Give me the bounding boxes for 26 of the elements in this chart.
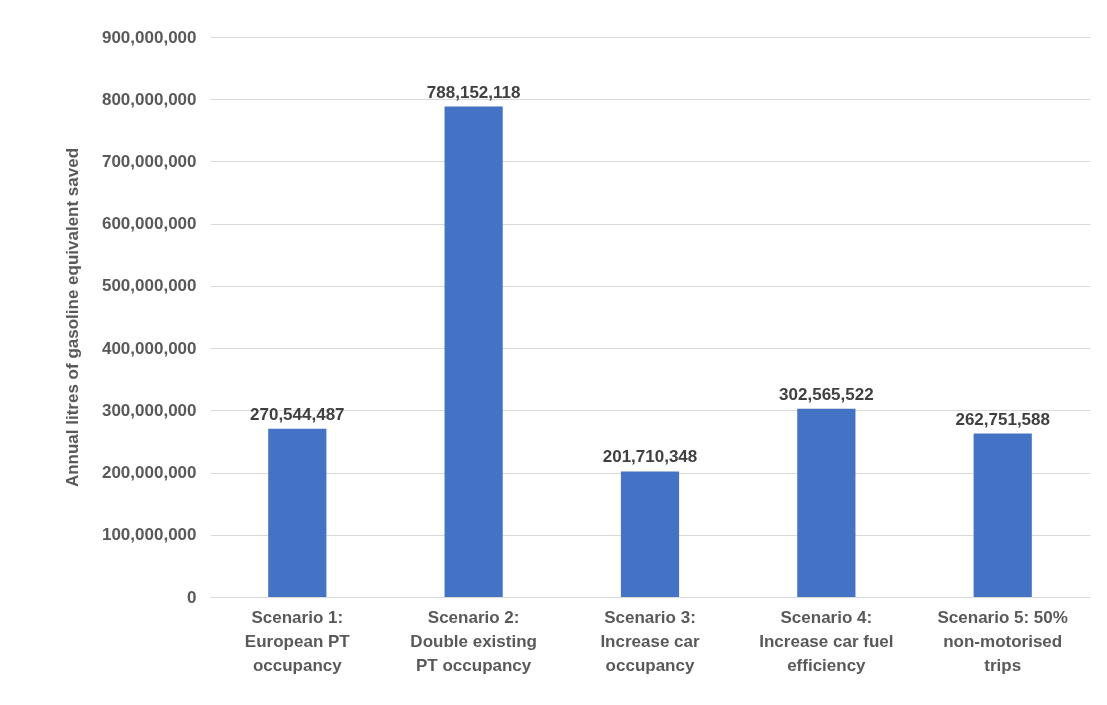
- y-tick-label: 900,000,000: [101, 27, 197, 47]
- y-tick-label: 700,000,000: [101, 151, 197, 171]
- data-label: 201,710,348: [602, 447, 698, 467]
- data-label: 302,565,522: [779, 384, 874, 404]
- bar: [444, 106, 503, 597]
- y-tick-label: 0: [187, 587, 197, 607]
- data-label: 788,152,118: [426, 82, 521, 102]
- x-tick-label: Scenario 4: Increase car fuel efficiency: [759, 607, 894, 675]
- y-tick-label: 100,000,000: [101, 525, 197, 545]
- y-tick-label: 400,000,000: [101, 338, 197, 358]
- bar: [973, 433, 1032, 597]
- data-label: 262,751,588: [955, 409, 1050, 429]
- y-tick-label: 600,000,000: [101, 214, 197, 234]
- x-tick-label: Scenario 1: European PT occupancy: [244, 607, 351, 675]
- data-label: 270,544,487: [250, 404, 345, 424]
- y-tick-label: 800,000,000: [101, 89, 197, 109]
- bar: [620, 471, 680, 597]
- bar: [268, 428, 327, 597]
- y-tick-label: 300,000,000: [101, 400, 197, 420]
- x-tick-label: Scenario 2: Double existing PT occupancy: [410, 607, 537, 675]
- y-tick-label: 200,000,000: [101, 463, 197, 483]
- bar: [797, 408, 856, 597]
- y-axis-title: Annual litres of gasoline equivalent saved: [62, 147, 82, 488]
- x-tick-label: Scenario 3: Increase car occupancy: [600, 607, 700, 675]
- x-tick-label: Scenario 5: 50% non-motorised trips: [937, 607, 1068, 675]
- y-tick-label: 500,000,000: [101, 276, 197, 296]
